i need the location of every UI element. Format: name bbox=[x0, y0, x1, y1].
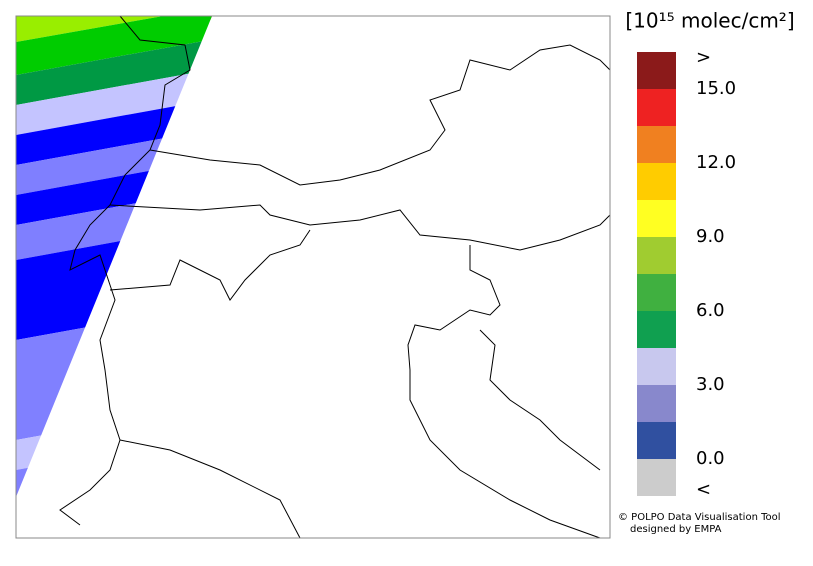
colorbar-swatch bbox=[637, 422, 676, 459]
credit: designed by EMPA bbox=[630, 524, 722, 535]
borders bbox=[59, 15, 611, 539]
colorbar-label: 9.0 bbox=[696, 226, 725, 247]
colorbar-label: 0.0 bbox=[696, 448, 725, 469]
map-frame bbox=[15, 15, 611, 539]
credit: © POLPO Data Visualisation Tool bbox=[618, 512, 781, 523]
colorbar-label: 15.0 bbox=[696, 78, 736, 99]
colorbar-swatch bbox=[637, 163, 676, 200]
colorbar-swatch bbox=[637, 459, 676, 496]
colorbar-swatch bbox=[637, 200, 676, 237]
colorbar: >15.0 12.0 9.0 6.0 3.0 0.0 < bbox=[637, 47, 736, 500]
colorbar-label: 6.0 bbox=[696, 300, 725, 321]
colorbar-swatch bbox=[637, 311, 676, 348]
colorbar-swatch bbox=[637, 52, 676, 89]
colorbar-swatch bbox=[637, 126, 676, 163]
colorbar-label: 12.0 bbox=[696, 152, 736, 173]
colorbar-swatch bbox=[637, 348, 676, 385]
colorbar-label: > bbox=[696, 47, 711, 68]
legend-title: [10¹⁵ molec/cm²] bbox=[625, 9, 794, 33]
colorbar-swatch bbox=[637, 385, 676, 422]
colorbar-label: < bbox=[696, 479, 711, 500]
colorbar-label: 3.0 bbox=[696, 374, 725, 395]
colorbar-swatch bbox=[637, 237, 676, 274]
colorbar-swatch bbox=[637, 89, 676, 126]
colorbar-swatch bbox=[637, 274, 676, 311]
